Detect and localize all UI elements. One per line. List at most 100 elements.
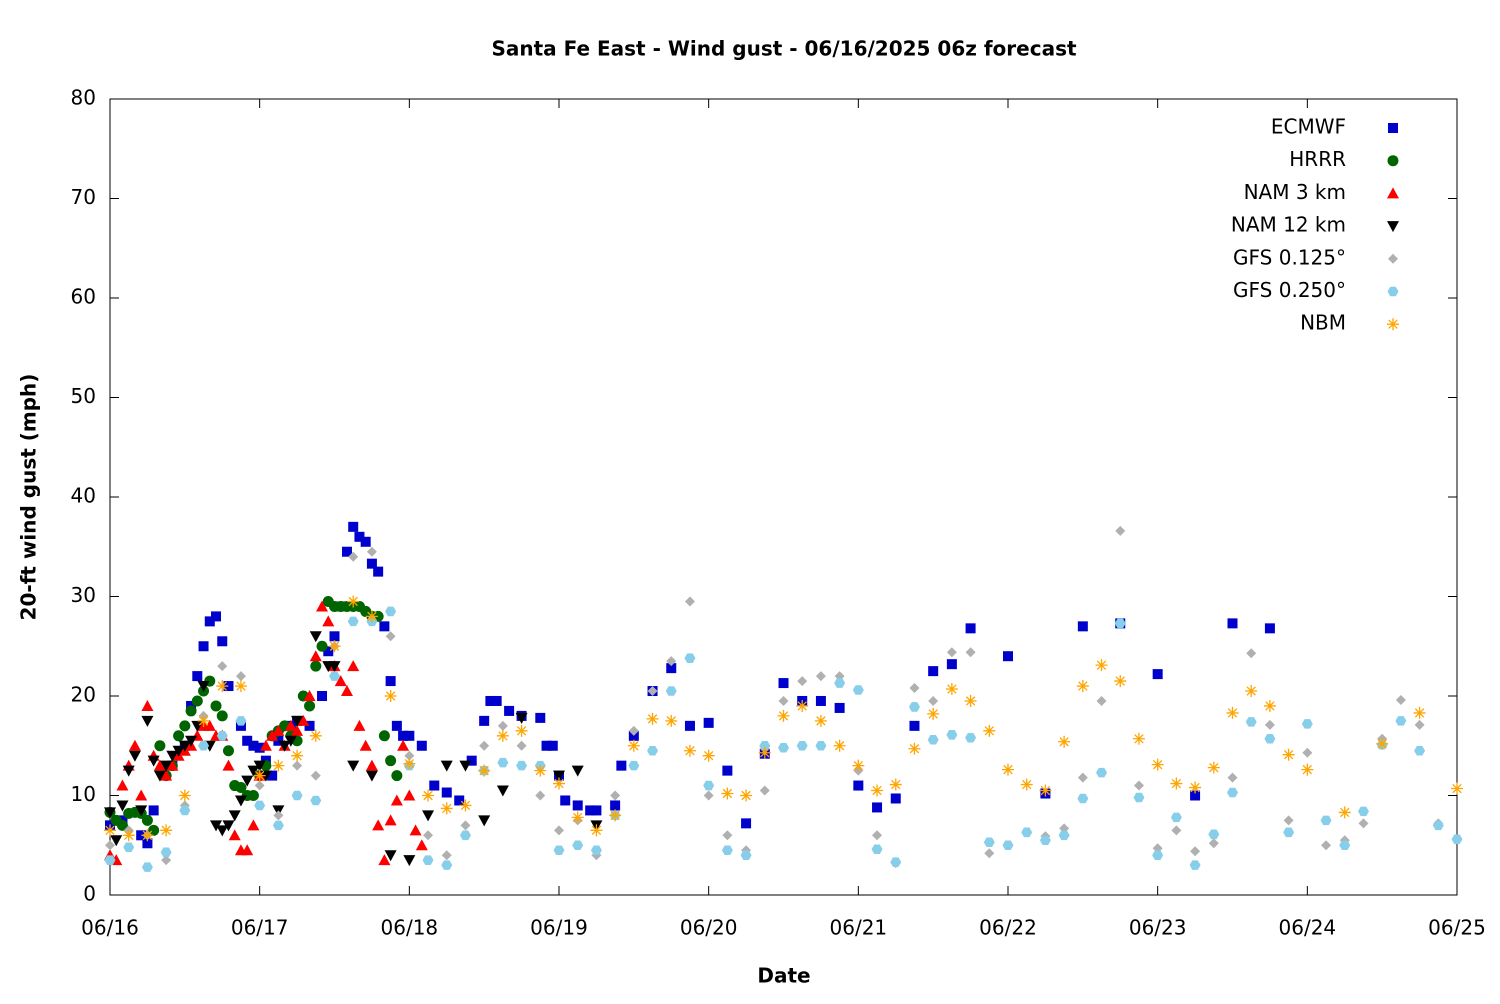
marker	[1264, 719, 1275, 730]
marker	[909, 683, 920, 694]
marker	[1320, 815, 1332, 826]
marker	[384, 850, 397, 862]
marker	[317, 691, 328, 701]
marker	[128, 739, 141, 751]
marker	[291, 749, 304, 762]
marker	[1190, 790, 1201, 801]
marker	[222, 759, 235, 771]
marker	[722, 830, 733, 841]
marker	[1339, 840, 1351, 851]
marker	[104, 855, 116, 865]
marker	[254, 800, 266, 811]
marker	[1208, 829, 1220, 840]
marker	[1358, 818, 1369, 829]
marker	[454, 795, 465, 806]
marker	[1207, 761, 1220, 774]
marker	[1114, 675, 1127, 688]
marker	[441, 850, 452, 861]
marker	[541, 740, 552, 751]
marker	[141, 829, 154, 842]
marker	[646, 712, 659, 725]
marker	[141, 715, 154, 727]
marker	[104, 824, 116, 837]
marker	[908, 702, 920, 712]
marker	[217, 661, 228, 672]
marker	[235, 782, 247, 794]
marker	[216, 710, 228, 722]
legend-label: ECMWF	[1271, 115, 1346, 139]
marker	[1077, 793, 1089, 804]
marker	[160, 847, 172, 857]
marker	[310, 770, 321, 781]
marker	[241, 775, 254, 787]
y-tick-label: 40	[71, 484, 96, 508]
marker	[647, 745, 659, 756]
marker	[1133, 780, 1144, 791]
marker	[235, 720, 246, 731]
marker	[871, 784, 884, 797]
marker	[141, 862, 153, 872]
marker	[1077, 621, 1088, 632]
marker	[247, 765, 260, 777]
marker	[1226, 706, 1239, 719]
marker	[422, 789, 435, 802]
marker	[353, 719, 366, 731]
marker	[1058, 735, 1071, 748]
marker	[1338, 806, 1351, 819]
y-tick-label: 30	[71, 583, 96, 607]
marker	[496, 729, 509, 742]
marker	[123, 842, 135, 853]
marker	[479, 740, 490, 751]
marker	[852, 759, 865, 772]
marker	[198, 641, 209, 652]
marker	[534, 764, 547, 777]
marker	[116, 779, 129, 791]
marker	[515, 724, 528, 737]
marker	[1414, 719, 1425, 730]
marker	[247, 819, 260, 831]
y-axis-label: 20-ft wind gust (mph)	[17, 374, 41, 621]
marker	[322, 615, 335, 627]
marker	[366, 558, 377, 569]
marker	[703, 790, 714, 801]
marker	[1414, 745, 1426, 756]
marker	[316, 600, 329, 612]
marker	[628, 725, 639, 736]
marker	[504, 705, 515, 716]
marker	[222, 745, 234, 757]
marker	[485, 695, 496, 706]
marker	[197, 714, 210, 727]
marker	[1227, 618, 1238, 629]
marker	[1451, 782, 1463, 795]
marker	[491, 695, 502, 706]
marker	[242, 735, 253, 746]
marker	[683, 744, 696, 757]
marker	[248, 740, 259, 751]
marker	[945, 683, 958, 696]
marker	[965, 623, 976, 634]
marker	[397, 739, 410, 751]
marker	[1376, 737, 1389, 750]
marker	[571, 765, 584, 777]
marker	[116, 819, 128, 831]
marker	[403, 757, 416, 770]
marker	[516, 760, 528, 771]
marker	[796, 740, 808, 751]
marker	[1132, 732, 1145, 745]
marker	[1357, 806, 1369, 817]
marker	[890, 793, 901, 804]
marker	[740, 850, 752, 860]
marker	[360, 536, 371, 547]
marker	[627, 739, 640, 752]
marker	[946, 659, 957, 670]
marker	[871, 844, 883, 854]
marker	[309, 729, 322, 742]
marker	[553, 845, 565, 855]
marker	[553, 770, 565, 782]
marker	[316, 640, 328, 652]
marker	[590, 845, 602, 855]
legend-label: HRRR	[1289, 147, 1346, 171]
marker	[1321, 840, 1332, 851]
marker	[889, 778, 902, 791]
marker	[348, 521, 359, 532]
